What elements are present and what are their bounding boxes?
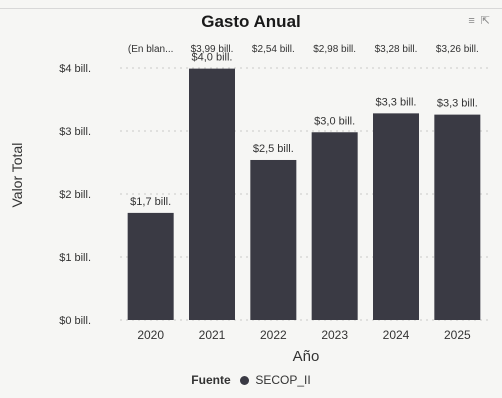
legend: Fuente SECOP_II [0, 373, 502, 387]
bar-2020 [127, 212, 174, 320]
legend-title: Fuente [191, 373, 231, 387]
header-divider [0, 8, 502, 9]
x-tick-label-2023: 2023 [321, 328, 348, 342]
data-label-2024: $3,3 bill. [376, 96, 417, 108]
y-axis-title: Valor Total [9, 143, 25, 208]
chart-title: Gasto Anual [201, 12, 301, 31]
data-label-2021: $4,0 bill. [192, 52, 233, 64]
y-tick-label: $1 bill. [59, 252, 91, 264]
data-label-2020: $1,7 bill. [130, 196, 171, 208]
bar-chart: $0 bill. $1 bill. $2 bill. $3 bill. $4 bill.… [9, 44, 488, 365]
y-tick-label: $0 bill. [59, 315, 91, 327]
y-tick-label: $4 bill. [59, 63, 91, 75]
data-label-2025: $3,3 bill. [437, 98, 478, 110]
top-annotation-2024: $3,28 bill. [375, 44, 418, 55]
filter-icon[interactable]: ≡ [468, 15, 481, 27]
x-tick-label-2025: 2025 [444, 328, 471, 342]
bar-2021 [189, 68, 235, 320]
focus-mode-icon[interactable]: ⇱ [480, 15, 496, 27]
data-label-2022: $2,5 bill. [253, 143, 294, 155]
top-annotation-2021: $3,99 bill. [191, 44, 234, 55]
visual-header-icons: ≡⇱ [468, 14, 496, 27]
x-tick-label-2022: 2022 [260, 328, 287, 342]
data-label-2023: $3,0 bill. [314, 115, 355, 127]
y-tick-label: $2 bill. [59, 189, 91, 201]
top-annotation-2022: $2,54 bill. [252, 44, 295, 55]
bar-2022 [250, 159, 297, 320]
legend-swatch [239, 376, 249, 385]
x-tick-label-2020: 2020 [137, 328, 164, 342]
legend-entry-secop-ii[interactable]: SECOP_II [255, 373, 311, 387]
x-axis-title: Año [293, 348, 320, 365]
top-annotation-2020: (En blan... [128, 44, 174, 55]
top-annotation-2023: $2,98 bill. [313, 44, 356, 55]
y-tick-label: $3 bill. [59, 126, 91, 138]
top-annotation-2025: $3,26 bill. [436, 44, 479, 55]
x-tick-label-2024: 2024 [383, 328, 410, 342]
bar-2025 [434, 114, 481, 321]
x-tick-label-2021: 2021 [199, 328, 226, 342]
bar-2023 [311, 132, 358, 320]
bar-2024 [373, 113, 419, 320]
